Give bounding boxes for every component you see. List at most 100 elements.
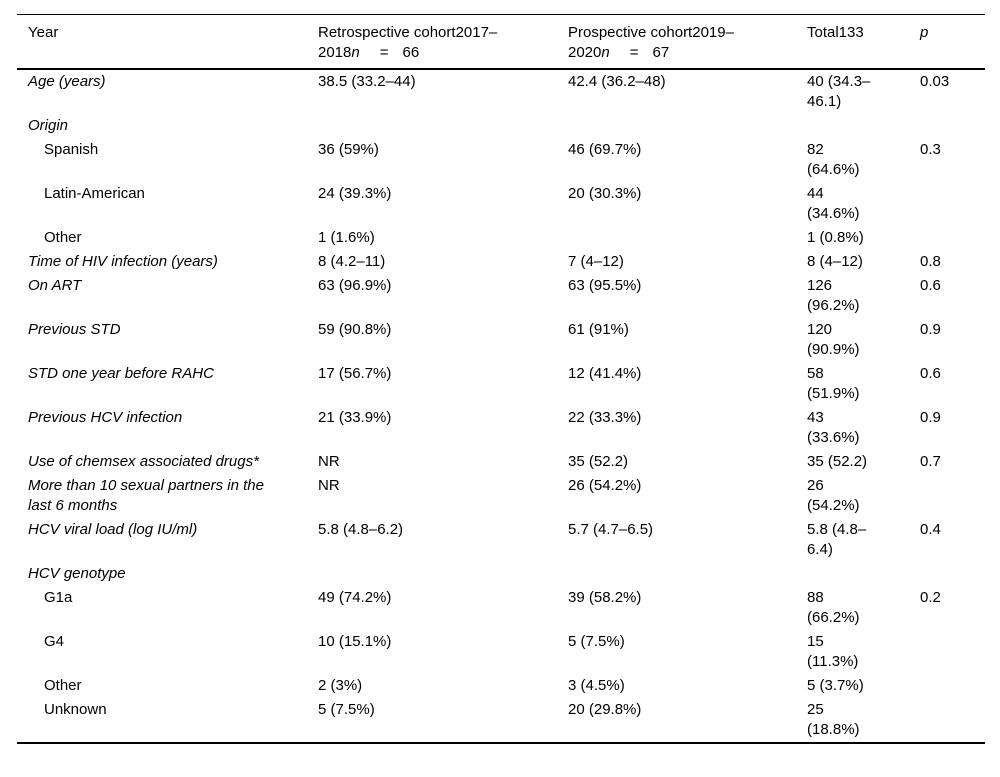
cell-prospective: 35 (52.2) bbox=[568, 453, 629, 470]
retrospective-header-line1: Retrospective cohort2017– bbox=[318, 24, 498, 41]
cell-prospective: 20 (29.8%) bbox=[568, 701, 642, 718]
cell-p-value: 0.4 bbox=[920, 521, 941, 538]
row-label: HCV genotype bbox=[28, 565, 126, 582]
table-row: Unknown 5 (7.5%) 20 (29.8%) 25 (18.8%) bbox=[17, 698, 985, 743]
cell-total: 44 (34.6%) bbox=[807, 185, 860, 222]
cell-p-value: 0.9 bbox=[920, 409, 941, 426]
table-row: Previous HCV infection 21 (33.9%) 22 (33.3… bbox=[17, 406, 985, 450]
cell-p-value bbox=[920, 114, 985, 138]
cell-total: 26 (54.2%) bbox=[807, 477, 860, 514]
cell-retrospective: 17 (56.7%) bbox=[318, 365, 392, 382]
row-label: Time of HIV infection (years) bbox=[28, 253, 218, 270]
cell-prospective bbox=[568, 562, 807, 586]
cell-retrospective: 36 (59%) bbox=[318, 141, 379, 158]
retrospective-n-symbol: n bbox=[351, 44, 360, 61]
cell-total: 126 (96.2%) bbox=[807, 277, 860, 314]
cell-p-value: 0.6 bbox=[920, 365, 941, 382]
row-label: STD one year before RAHC bbox=[28, 365, 214, 382]
table-row: On ART 63 (96.9%) 63 (95.5%) 126 (96.2%) 0.6 bbox=[17, 274, 985, 318]
row-label: G1a bbox=[44, 589, 73, 606]
row-label: Other bbox=[44, 229, 82, 246]
cell-total: 8 (4–12) bbox=[807, 253, 863, 270]
cell-prospective: 3 (4.5%) bbox=[568, 677, 625, 694]
cell-prospective: 63 (95.5%) bbox=[568, 277, 642, 294]
retrospective-n-value: 66 bbox=[402, 44, 420, 61]
prospective-header-line1: Prospective cohort2019– bbox=[568, 24, 734, 41]
cell-retrospective: 38.5 (33.2–44) bbox=[318, 73, 416, 90]
row-label: Spanish bbox=[44, 141, 99, 158]
cell-total: 40 (34.3–46.1) bbox=[807, 73, 871, 110]
cell-total: 43 (33.6%) bbox=[807, 409, 860, 446]
prospective-header-line2: 2020n = 67 bbox=[568, 44, 669, 61]
table-row: G1a 49 (74.2%) 39 (58.2%) 88 (66.2%) 0.2 bbox=[17, 586, 985, 630]
cell-retrospective: 5 (7.5%) bbox=[318, 701, 375, 718]
cell-total bbox=[807, 562, 920, 586]
cell-retrospective: 21 (33.9%) bbox=[318, 409, 392, 426]
table-row: Latin-American 24 (39.3%) 20 (30.3%) 44 (34… bbox=[17, 182, 985, 226]
cell-retrospective: 1 (1.6%) bbox=[318, 229, 375, 246]
cell-total: 5 (3.7%) bbox=[807, 677, 864, 694]
cell-p-value: 0.3 bbox=[920, 141, 941, 158]
row-label: Latin-American bbox=[44, 185, 145, 202]
cell-total: 15 (11.3%) bbox=[807, 633, 859, 670]
cell-total: 82 (64.6%) bbox=[807, 141, 860, 178]
table-row: Previous STD 59 (90.8%) 61 (91%) 120 (90.9%… bbox=[17, 318, 985, 362]
cell-retrospective bbox=[318, 114, 568, 138]
cell-p-value: 0.2 bbox=[920, 589, 941, 606]
table-row: Spanish 36 (59%) 46 (69.7%) 82 (64.6%) 0.3 bbox=[17, 138, 985, 182]
prospective-equals-sign: = bbox=[629, 44, 639, 61]
cell-retrospective: 5.8 (4.8–6.2) bbox=[318, 521, 404, 538]
cell-prospective: 5.7 (4.7–6.5) bbox=[568, 521, 654, 538]
cell-prospective: 5 (7.5%) bbox=[568, 633, 625, 650]
table-row: HCV viral load (log IU/ml) 5.8 (4.8–6.2) 5… bbox=[17, 518, 985, 562]
cell-prospective: 7 (4–12) bbox=[568, 253, 624, 270]
cell-prospective: 22 (33.3%) bbox=[568, 409, 642, 426]
cell-prospective: 39 (58.2%) bbox=[568, 589, 642, 606]
cell-prospective: 20 (30.3%) bbox=[568, 185, 642, 202]
column-header-prospective-cohort: Prospective cohort2019– 2020n = 67 bbox=[568, 14, 807, 70]
table-row: HCV genotype bbox=[17, 562, 985, 586]
cohort-comparison-table: Year Retrospective cohort2017– 2018n = 66 … bbox=[17, 14, 985, 744]
row-label: Age (years) bbox=[28, 73, 106, 90]
table-row: Origin bbox=[17, 114, 985, 138]
cell-p-value bbox=[920, 226, 985, 250]
prospective-year2: 2020 bbox=[568, 44, 602, 61]
table-row: Age (years) 38.5 (33.2–44) 42.4 (36.2–48) 4… bbox=[17, 69, 985, 114]
cell-prospective: 46 (69.7%) bbox=[568, 141, 642, 158]
cell-retrospective: NR bbox=[318, 477, 340, 494]
table-row: More than 10 sexual partners in the last… bbox=[17, 474, 985, 518]
column-header-year: Year bbox=[17, 14, 318, 70]
table-row: G4 10 (15.1%) 5 (7.5%) 15 (11.3%) bbox=[17, 630, 985, 674]
row-label: Origin bbox=[28, 117, 69, 134]
column-header-total: Total133 bbox=[807, 14, 920, 70]
row-label: Other bbox=[44, 677, 82, 694]
cell-retrospective: 24 (39.3%) bbox=[318, 185, 392, 202]
cell-total: 5.8 (4.8–6.4) bbox=[807, 521, 867, 558]
row-label: HCV viral load (log IU/ml) bbox=[28, 521, 198, 538]
cell-total: 120 (90.9%) bbox=[807, 321, 860, 358]
table-row: Time of HIV infection (years) 8 (4.2–11) 7… bbox=[17, 250, 985, 274]
cell-p-value: 0.03 bbox=[920, 73, 950, 90]
cohort-table-container: Year Retrospective cohort2017– 2018n = 66 … bbox=[17, 14, 985, 744]
cell-p-value: 0.6 bbox=[920, 277, 941, 294]
row-label: Use of chemsex associated drugs* bbox=[28, 453, 259, 470]
table-header: Year Retrospective cohort2017– 2018n = 66 … bbox=[17, 14, 985, 70]
cell-retrospective bbox=[318, 562, 568, 586]
cell-total: 25 (18.8%) bbox=[807, 701, 860, 738]
cell-retrospective: 2 (3%) bbox=[318, 677, 363, 694]
table-row: Other 2 (3%) 3 (4.5%) 5 (3.7%) bbox=[17, 674, 985, 698]
cell-prospective: 26 (54.2%) bbox=[568, 477, 642, 494]
cell-p-value bbox=[920, 698, 985, 743]
cell-retrospective: 49 (74.2%) bbox=[318, 589, 392, 606]
cell-retrospective: 8 (4.2–11) bbox=[318, 253, 386, 270]
cell-retrospective: 10 (15.1%) bbox=[318, 633, 392, 650]
cell-p-value bbox=[920, 474, 985, 518]
header-row: Year Retrospective cohort2017– 2018n = 66 … bbox=[17, 14, 985, 70]
prospective-n-symbol: n bbox=[601, 44, 610, 61]
cell-p-value bbox=[920, 674, 985, 698]
table-row: STD one year before RAHC 17 (56.7%) 12 (41… bbox=[17, 362, 985, 406]
retrospective-year2: 2018 bbox=[318, 44, 352, 61]
cell-prospective: 12 (41.4%) bbox=[568, 365, 642, 382]
cell-total: 35 (52.2) bbox=[807, 453, 868, 470]
cell-p-value bbox=[920, 562, 985, 586]
